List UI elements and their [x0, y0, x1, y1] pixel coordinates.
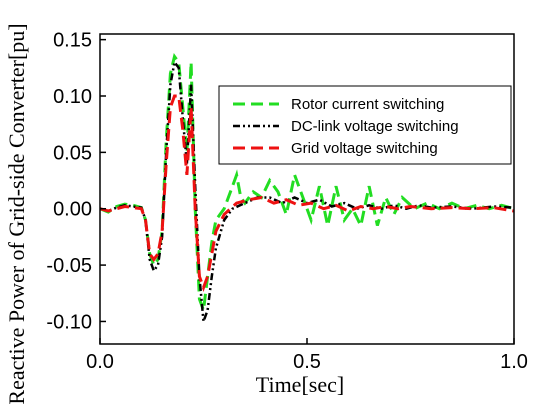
y-tick-label: 0.10	[53, 86, 92, 108]
legend-label: DC-link voltage switching	[291, 118, 459, 135]
y-axis-title: Reactive Power of Grid-side Converter[pu…	[4, 23, 29, 404]
x-tick-label: 1.0	[500, 351, 528, 373]
x-axis-title: Time[sec]	[256, 372, 344, 397]
series-line-3	[99, 94, 515, 292]
axes-group: -0.10 -0.05 0.00 0.05 0.10 0.15 0.0 0.5 1.0	[46, 30, 528, 373]
y-tick-label: 0.15	[53, 30, 92, 52]
legend-box	[218, 85, 512, 165]
y-tick-label: 0.00	[53, 199, 92, 221]
x-tick-label: 0.0	[86, 351, 114, 373]
series-line-1	[99, 53, 515, 311]
plot-frame	[99, 33, 515, 345]
y-tick-label: -0.05	[46, 255, 92, 277]
series-group	[99, 53, 515, 322]
y-tick-label: -0.10	[46, 311, 92, 333]
legend: Rotor current switching DC-link voltage s…	[218, 85, 512, 165]
legend-label: Rotor current switching	[291, 96, 444, 113]
y-tick-label: 0.05	[53, 142, 92, 164]
legend-label: Grid voltage switching	[291, 140, 438, 157]
x-tick-label: 0.5	[293, 351, 321, 373]
